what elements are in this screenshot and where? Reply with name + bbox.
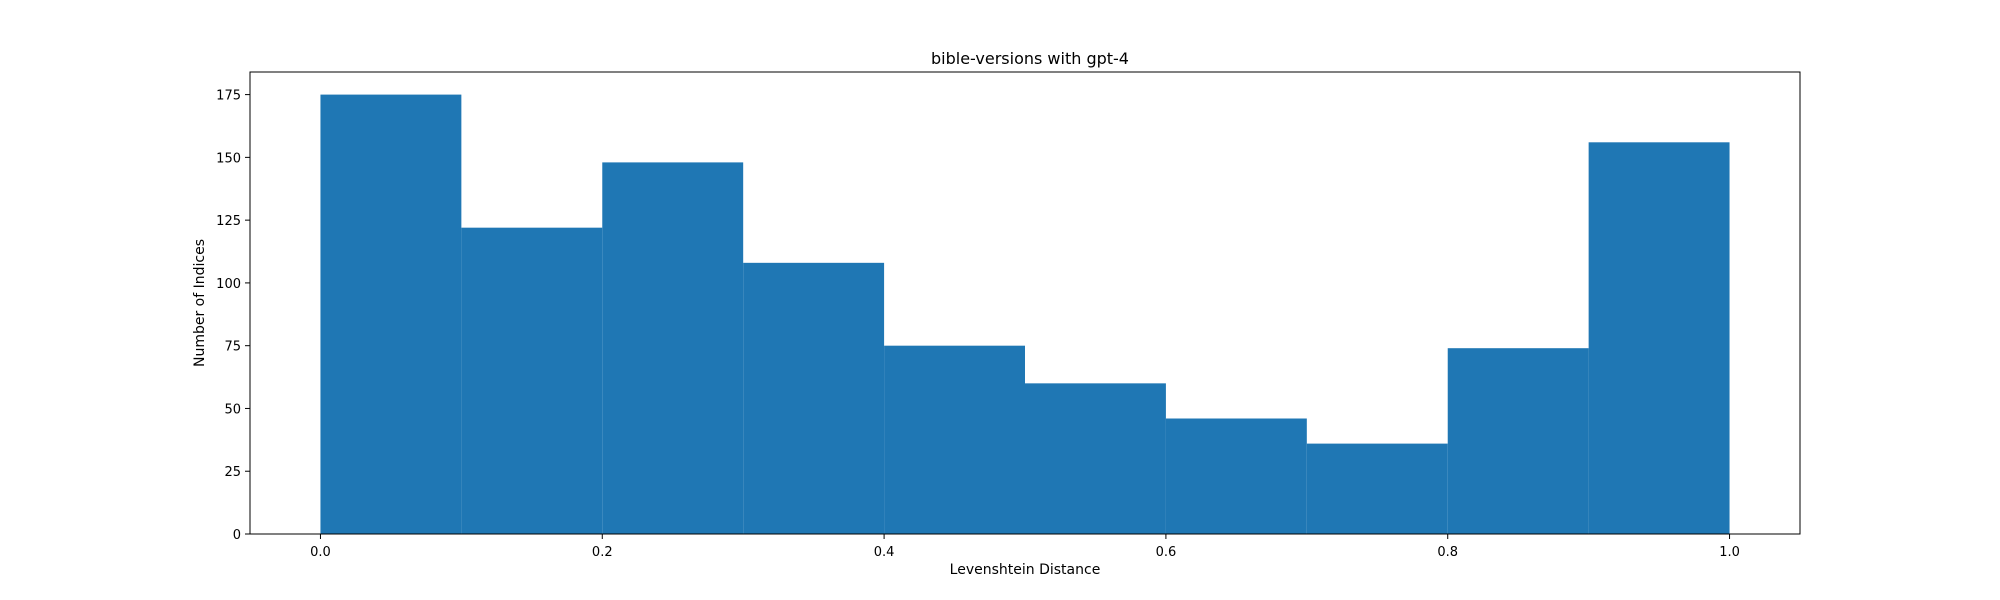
y-tick-label: 175 (216, 89, 241, 104)
x-tick-label: 0.2 (592, 545, 613, 560)
histogram-bar-2 (602, 162, 744, 535)
y-tick-label: 150 (216, 151, 241, 166)
y-tick-label: 0 (233, 528, 241, 543)
bars-group (320, 94, 1730, 535)
x-tick-label: 0.6 (1156, 545, 1177, 560)
plot-area-frame (249, 71, 1801, 535)
x-tick-label: 1.0 (1719, 545, 1740, 560)
histogram-bar-9 (1588, 142, 1730, 534)
x-tick-label: 0.0 (310, 545, 331, 560)
y-tick-label: 50 (224, 402, 241, 417)
histogram-bar-1 (461, 227, 603, 534)
histogram-bar-7 (1306, 443, 1448, 534)
x-tick-label: 0.8 (1437, 545, 1458, 560)
histogram-bar-6 (1165, 418, 1307, 534)
x-axis-ticks: 0.0 0.2 0.4 0.6 0.8 1.0 (310, 534, 1740, 560)
y-tick-label: 75 (224, 340, 241, 355)
y-tick-label: 100 (216, 277, 241, 292)
chart-title: bible-versions with gpt-4 (931, 49, 1129, 68)
histogram-bar-3 (743, 262, 885, 534)
x-tick-label: 0.4 (874, 545, 895, 560)
y-tick-label: 25 (224, 465, 241, 480)
histogram-bar-0 (320, 94, 462, 534)
histogram-bar-8 (1447, 348, 1589, 534)
y-axis-label: Number of Indices (192, 239, 208, 367)
x-axis-label: Levenshtein Distance (950, 562, 1101, 578)
histogram-bar-4 (884, 345, 1025, 534)
histogram-bar-5 (1025, 383, 1166, 534)
y-tick-label: 125 (216, 214, 241, 229)
y-axis-ticks: 0 25 50 75 100 125 150 175 (216, 89, 250, 543)
